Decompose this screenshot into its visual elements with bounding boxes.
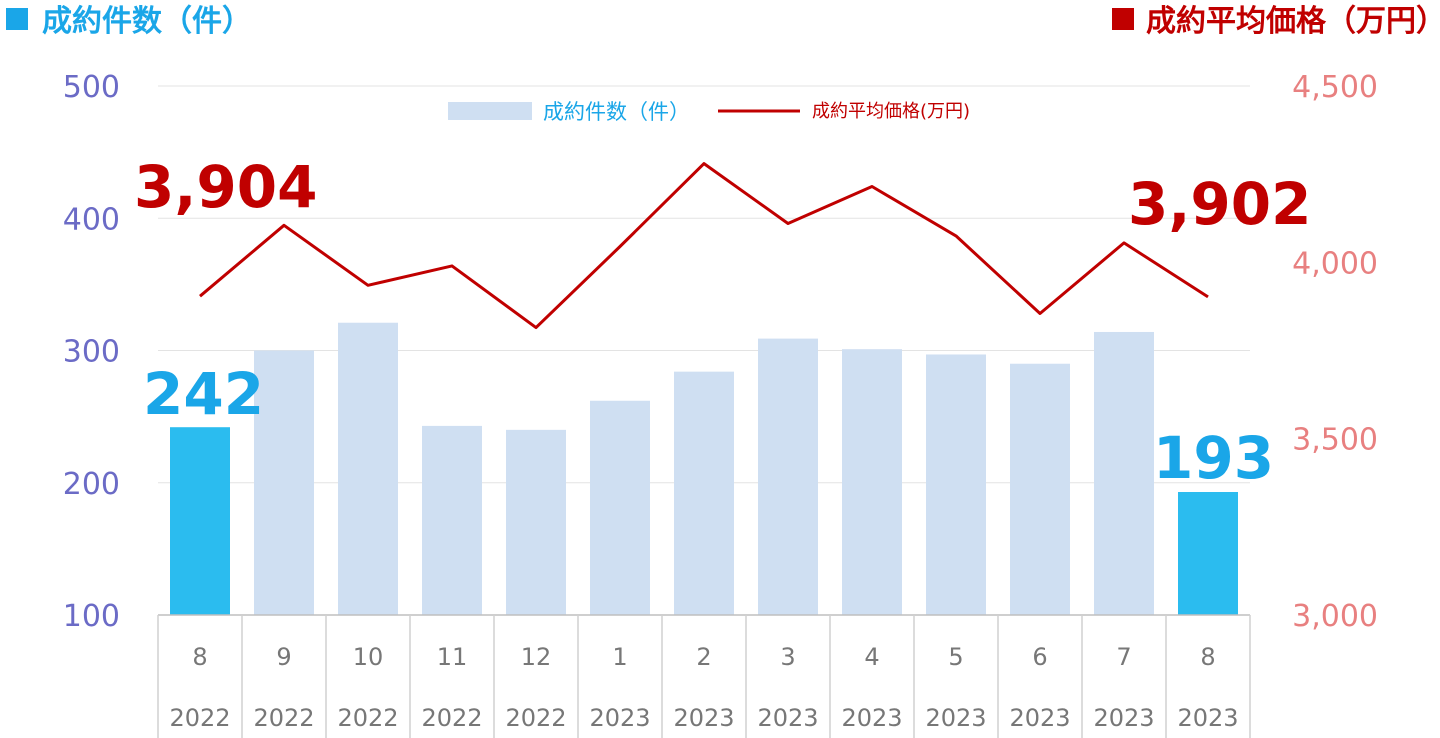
- left-axis-ticks: 100 200 300 400 500: [63, 70, 120, 634]
- bar: [1094, 331, 1154, 615]
- category-year-label: 2022: [337, 704, 398, 732]
- category-month-label: 2: [696, 643, 711, 671]
- left-axis-header: 成約件数（件）: [42, 4, 252, 39]
- right-tick-label: 4,500: [1292, 70, 1378, 105]
- bar-series: [170, 322, 1238, 615]
- right-tick-label: 3,000: [1292, 599, 1378, 634]
- left-header-square-icon: [6, 8, 28, 30]
- category-year-label: 2023: [1177, 704, 1238, 732]
- category-month-label: 8: [192, 643, 207, 671]
- category-month-label: 12: [521, 643, 552, 671]
- price-label-last: 3,902: [1128, 170, 1311, 238]
- category-month-label: 4: [864, 643, 879, 671]
- bar: [590, 400, 650, 615]
- category-year-label: 2022: [421, 704, 482, 732]
- category-month-label: 11: [437, 643, 468, 671]
- bar: [758, 338, 818, 615]
- category-month-label: 6: [1032, 643, 1047, 671]
- right-tick-label: 4,000: [1292, 246, 1378, 281]
- category-year-label: 2023: [841, 704, 902, 732]
- bar: [842, 349, 902, 615]
- category-year-label: 2022: [169, 704, 230, 732]
- price-line: [199, 162, 1209, 330]
- legend-price-label: 成約平均価格(万円): [812, 101, 970, 122]
- category-year-label: 2023: [757, 704, 818, 732]
- line-series: [199, 162, 1209, 330]
- bar: [1178, 492, 1238, 615]
- right-tick-label: 3,500: [1292, 423, 1378, 458]
- right-axis-ticks: 3,000 3,500 4,000 4,500: [1292, 70, 1378, 634]
- right-axis-header: 成約平均価格（万円）: [1146, 4, 1440, 39]
- category-month-label: 3: [780, 643, 795, 671]
- category-table: 8 2022 9 2022 10 2022 11 2022 12 2022 1 2023 2 2023 3 2…: [157, 614, 1251, 738]
- category-year-label: 2023: [925, 704, 986, 732]
- right-header-square-icon: [1112, 8, 1134, 30]
- bar: [254, 350, 314, 615]
- bar: [338, 322, 398, 615]
- bar: [674, 371, 734, 615]
- category-month-label: 5: [948, 643, 963, 671]
- category-year-label: 2022: [505, 704, 566, 732]
- left-tick-label: 400: [63, 202, 120, 237]
- category-month-label: 9: [276, 643, 291, 671]
- category-year-label: 2023: [1093, 704, 1154, 732]
- category-month-label: 7: [1116, 643, 1131, 671]
- category-month-label: 8: [1200, 643, 1215, 671]
- category-month-label: 1: [612, 643, 627, 671]
- count-label-last: 193: [1153, 424, 1274, 492]
- bar: [926, 354, 986, 615]
- category-year-label: 2022: [253, 704, 314, 732]
- price-label-first: 3,904: [134, 153, 317, 221]
- bar: [1010, 363, 1070, 615]
- legend-count-swatch: [448, 102, 532, 120]
- category-year-label: 2023: [1009, 704, 1070, 732]
- left-tick-label: 300: [63, 335, 120, 370]
- left-tick-label: 200: [63, 467, 120, 502]
- category-year-label: 2023: [589, 704, 650, 732]
- left-tick-label: 100: [63, 599, 120, 634]
- bar: [422, 425, 482, 615]
- legend-count-label: 成約件数（件）: [543, 100, 690, 124]
- left-tick-label: 500: [63, 70, 120, 105]
- bar: [170, 427, 230, 615]
- category-year-label: 2023: [673, 704, 734, 732]
- category-month-label: 10: [353, 643, 384, 671]
- count-label-first: 242: [143, 360, 264, 428]
- bar: [506, 429, 566, 615]
